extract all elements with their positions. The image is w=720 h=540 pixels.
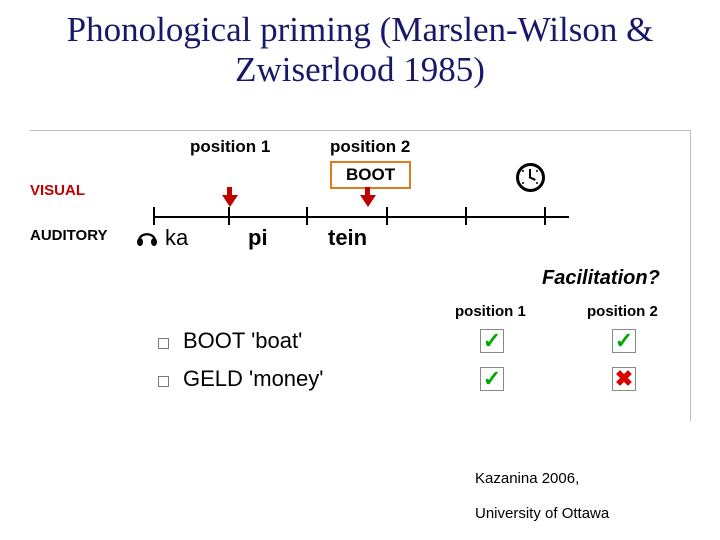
- auditory-label: AUDITORY: [30, 227, 108, 244]
- mark-box: ✓: [480, 329, 504, 353]
- result-row: GELD 'money': [183, 366, 323, 392]
- check-icon: ✓: [483, 368, 501, 390]
- timeline: [153, 216, 569, 218]
- syllable-ka: ka: [165, 225, 188, 251]
- visual-label: VISUAL: [30, 182, 85, 199]
- tick: [306, 207, 308, 225]
- page-title: Phonological priming (Marslen-Wilson & Z…: [40, 10, 680, 91]
- position-2-label: position 2: [330, 137, 410, 157]
- facilitation-label: Facilitation?: [542, 267, 660, 290]
- mark-box: ✓: [612, 329, 636, 353]
- tick: [228, 207, 230, 225]
- result-word: BOOT: [183, 328, 245, 353]
- result-gloss: 'boat': [251, 328, 302, 353]
- cross-icon: ✖: [615, 368, 633, 390]
- arrow-pos2: [360, 187, 374, 207]
- arrow-pos1: [222, 187, 236, 207]
- check-icon: ✓: [615, 330, 633, 352]
- bullet-icon: [158, 376, 169, 387]
- bullet-icon: [158, 338, 169, 349]
- sub-position-1: position 1: [455, 303, 526, 320]
- check-icon: ✓: [483, 330, 501, 352]
- boot-box: BOOT: [330, 161, 411, 189]
- syllable-pi: pi: [248, 225, 268, 251]
- result-word: GELD: [183, 366, 243, 391]
- slide: Phonological priming (Marslen-Wilson & Z…: [0, 0, 720, 540]
- mark-box: ✓: [480, 367, 504, 391]
- tick: [386, 207, 388, 225]
- diagram-panel: position 1 position 2 BOOT VISUAL AUDITO…: [30, 130, 691, 421]
- sub-position-2: position 2: [587, 303, 658, 320]
- clock-icon: [516, 163, 545, 192]
- tick: [465, 207, 467, 225]
- headphones-icon: [135, 227, 159, 247]
- credit-line1: Kazanina 2006,: [475, 470, 579, 487]
- result-row: BOOT 'boat': [183, 328, 302, 354]
- tick: [544, 207, 546, 225]
- mark-box: ✖: [612, 367, 636, 391]
- tick: [153, 207, 155, 225]
- credit-line2: University of Ottawa: [475, 505, 609, 522]
- syllable-tein: tein: [328, 225, 367, 251]
- position-1-label: position 1: [190, 137, 270, 157]
- result-gloss: 'money': [249, 366, 323, 391]
